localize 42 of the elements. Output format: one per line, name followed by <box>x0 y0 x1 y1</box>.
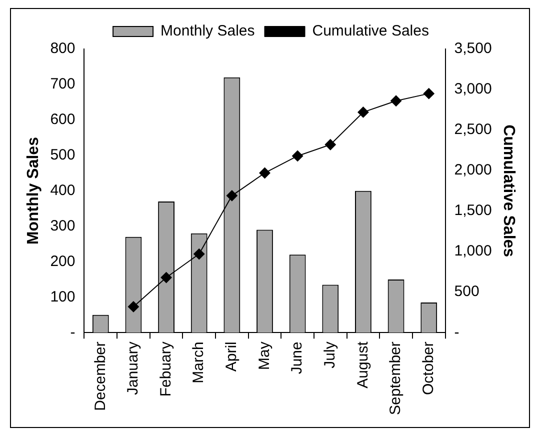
x-tick-label: October <box>420 342 437 395</box>
y-tick-label: 300 <box>50 217 76 234</box>
point <box>292 150 304 162</box>
y2-tick-label: - <box>454 324 460 341</box>
y-tick-label: 200 <box>50 252 76 270</box>
y-tick-label: 800 <box>50 40 76 58</box>
x-tick-label: April <box>223 342 240 372</box>
y-tick-label: 400 <box>50 182 76 199</box>
x-tick-label: August <box>354 340 372 388</box>
point <box>160 272 172 284</box>
y-tick-label: 500 <box>50 146 76 164</box>
y2-tick-label: 1,000 <box>454 242 492 260</box>
x-tick-label: June <box>288 342 306 374</box>
y2-tick-label: 500 <box>454 283 480 300</box>
x-tick-label: September <box>387 342 404 415</box>
y2-tick-label: 2,000 <box>454 162 492 179</box>
point <box>194 248 205 260</box>
y-tick-label: 600 <box>50 111 76 128</box>
legend-label: Cumulative Sales <box>312 22 429 40</box>
point <box>390 95 402 106</box>
y2-tick-label: 3,500 <box>454 40 492 58</box>
y-tick-label: - <box>70 324 76 341</box>
y2-tick-label: 1,500 <box>454 202 492 220</box>
y2-tick-label: 3,000 <box>454 80 492 98</box>
x-tick-label: January <box>124 341 142 395</box>
point <box>358 106 369 118</box>
point <box>423 88 434 100</box>
x-tick-label: December <box>92 342 109 411</box>
x-tick-label: July <box>322 341 339 368</box>
y2-axis-title: Cumulative Sales <box>500 124 517 258</box>
y-tick-label: 100 <box>50 288 76 306</box>
y-axis-title: Monthly Sales <box>25 136 42 245</box>
legend-label: Monthly Sales <box>160 22 255 40</box>
y2-tick-label: 2,500 <box>454 121 492 138</box>
point <box>259 167 270 178</box>
point <box>128 301 139 312</box>
point <box>226 190 238 202</box>
x-tick-label: May <box>256 341 273 370</box>
y-tick-label: 700 <box>50 76 76 93</box>
point <box>324 139 336 150</box>
x-tick-label: March <box>190 342 208 384</box>
x-tick-label: Febuary <box>157 341 174 397</box>
